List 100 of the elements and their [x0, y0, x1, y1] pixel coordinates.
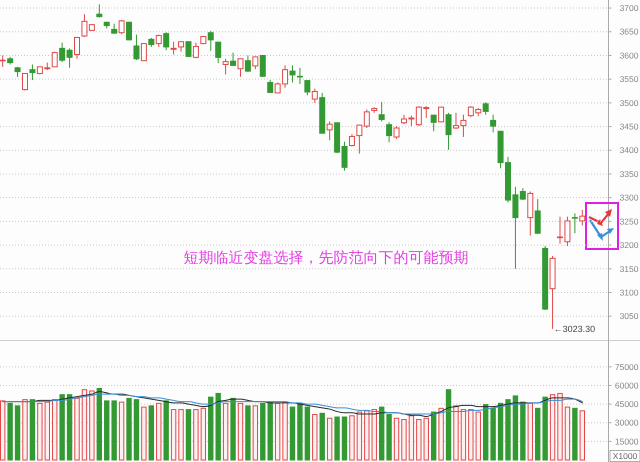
bar: [424, 418, 429, 460]
candlestick: [348, 134, 355, 147]
candlestick: [386, 122, 392, 143]
bar: [290, 406, 296, 460]
candlestick: [394, 126, 400, 140]
bar: [446, 389, 452, 460]
bar: [178, 409, 184, 460]
candlestick: [126, 21, 132, 41]
y-tick-label: 3250: [620, 216, 639, 226]
candlestick: [74, 36, 80, 60]
bar: [490, 408, 496, 460]
candlestick: [185, 40, 192, 58]
bar: [372, 409, 377, 460]
y-tick-label: 3700: [620, 3, 639, 14]
candlestick: [0, 54, 6, 68]
bar: [542, 396, 548, 460]
bar: [134, 399, 140, 460]
bar: [37, 402, 43, 460]
bar: [208, 396, 214, 460]
candlestick: [312, 88, 318, 104]
y-tick-label: 3650: [620, 26, 639, 37]
bar: [326, 418, 332, 460]
bar: [476, 412, 481, 460]
bar: [104, 400, 110, 460]
y-tick-label: 3400: [620, 145, 639, 156]
bar: [550, 394, 556, 460]
bar: [386, 414, 392, 460]
bar: [483, 404, 488, 460]
bar: [535, 408, 540, 460]
bar: [408, 415, 414, 460]
bar: [528, 402, 533, 460]
bar: [394, 418, 400, 460]
bar: [22, 399, 28, 460]
bar: [0, 400, 6, 460]
y-tick-label: 3300: [620, 192, 639, 203]
y-tick-label: 3050: [620, 311, 639, 322]
y-tick-label: 3350: [620, 168, 639, 179]
bar: [312, 414, 318, 460]
bar: [193, 409, 199, 460]
bar: [7, 402, 13, 460]
bar: [148, 405, 154, 460]
bar: [274, 402, 280, 460]
y-tick-label: 45000: [614, 399, 639, 410]
y-tick-label: 3550: [620, 74, 639, 84]
candlestick: [304, 80, 310, 96]
candlestick: [222, 58, 229, 75]
bar: [74, 398, 80, 460]
candlestick: [52, 51, 58, 68]
bar: [222, 402, 228, 460]
candlestick: [230, 52, 236, 66]
candlestick: [482, 102, 489, 116]
bar: [252, 405, 258, 460]
bar: [460, 409, 466, 460]
candlestick: [267, 80, 274, 94]
candlestick: [29, 64, 36, 81]
bar: [282, 402, 288, 460]
candlestick: [178, 40, 184, 52]
bar: [438, 408, 444, 460]
candlestick: [156, 34, 162, 48]
bar: [468, 409, 474, 460]
candlestick: [208, 30, 214, 52]
bar: [304, 406, 310, 460]
bar: [238, 402, 244, 460]
candlestick: [215, 41, 222, 64]
candlestick: [118, 19, 125, 35]
bar: [200, 408, 206, 460]
candlestick: [579, 210, 586, 226]
bar: [156, 402, 162, 460]
bar: [82, 389, 88, 460]
candlestick: [534, 198, 541, 235]
candlestick: [446, 112, 452, 150]
candlestick: [252, 56, 258, 70]
y-tick-label: 30000: [614, 418, 639, 428]
bar: [163, 400, 169, 460]
bar: [14, 405, 20, 460]
candlestick: [244, 54, 251, 73]
candlestick: [290, 64, 296, 83]
bar: [356, 412, 362, 460]
candlestick: [14, 66, 21, 78]
bar: [364, 410, 370, 460]
candlestick: [490, 114, 496, 133]
bar: [334, 416, 340, 460]
bar: [320, 412, 325, 460]
candlestick: [148, 37, 154, 48]
bar: [430, 412, 436, 460]
bar: [378, 406, 384, 460]
y-axis-title: X1000: [612, 450, 638, 461]
bar: [260, 402, 266, 460]
bar: [245, 405, 251, 460]
candlestick: [430, 114, 437, 132]
y-tick-label: 3200: [620, 240, 639, 250]
y-tick-label: 75000: [614, 362, 639, 372]
bar: [268, 402, 273, 460]
bar: [505, 399, 511, 460]
candlestick: [163, 32, 170, 51]
bar: [215, 392, 221, 460]
bar: [572, 408, 578, 460]
bar: [44, 402, 50, 460]
annotation: 短期临近变盘选择，先防范向下的可能预期: [184, 248, 468, 266]
bar: [170, 409, 176, 460]
